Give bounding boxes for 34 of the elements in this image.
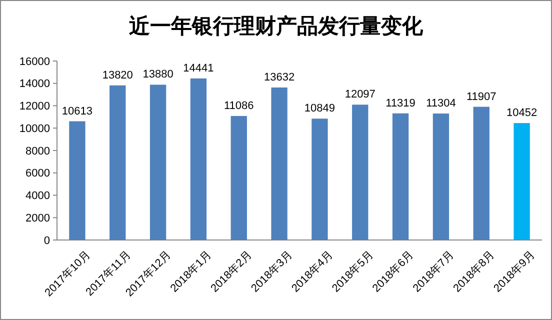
y-tick-label: 8000 <box>26 145 50 158</box>
bar <box>514 123 530 240</box>
bar <box>432 114 450 240</box>
y-tick-label: 0 <box>44 234 50 247</box>
bar <box>69 121 86 240</box>
data-label: 10613 <box>62 105 93 118</box>
y-tick-label: 2000 <box>26 212 50 224</box>
data-label: 13820 <box>102 69 133 82</box>
y-tick-label: 16000 <box>19 56 50 68</box>
y-tick-label: 10000 <box>19 122 50 135</box>
y-tick-label: 4000 <box>26 190 50 202</box>
y-tick-label: 6000 <box>26 168 50 180</box>
bar <box>190 78 207 240</box>
y-tick-label: 12000 <box>19 100 50 113</box>
bar <box>110 85 126 240</box>
y-tick-label: 14000 <box>19 78 50 90</box>
data-label: 14441 <box>183 62 214 74</box>
bar <box>352 104 368 240</box>
bar <box>312 118 328 240</box>
bar <box>150 84 166 240</box>
data-label: 11086 <box>224 100 254 112</box>
bar <box>473 106 490 240</box>
bar <box>230 116 247 240</box>
data-label: 11319 <box>386 97 416 110</box>
bar <box>392 113 409 240</box>
data-label: 12097 <box>344 88 376 101</box>
data-label: 11907 <box>466 90 496 103</box>
chart-title: 近一年银行理财产品发行量变化 <box>128 13 424 38</box>
data-label: 13880 <box>142 68 174 81</box>
data-label: 11304 <box>426 98 456 110</box>
data-label: 10452 <box>506 107 538 120</box>
data-label: 13632 <box>264 71 295 84</box>
data-label: 10849 <box>304 102 336 115</box>
bar <box>271 87 288 240</box>
